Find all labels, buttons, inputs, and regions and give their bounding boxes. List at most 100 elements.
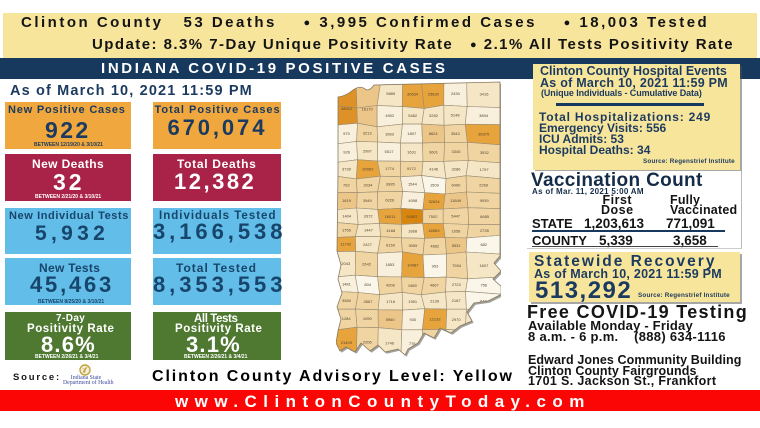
svg-text:5517: 5517 — [385, 149, 395, 154]
svg-text:3345: 3345 — [452, 149, 462, 154]
svg-text:6226: 6226 — [385, 198, 395, 203]
svg-text:1090: 1090 — [363, 316, 373, 321]
svg-text:1989: 1989 — [408, 283, 418, 288]
svg-text:5447: 5447 — [451, 214, 461, 219]
svg-text:2723: 2723 — [452, 282, 462, 287]
svg-text:3543: 3543 — [451, 131, 461, 136]
svg-text:48912: 48912 — [341, 106, 353, 111]
svg-text:4168: 4168 — [386, 228, 396, 233]
svg-text:2139: 2139 — [430, 299, 440, 304]
svg-text:5960: 5960 — [386, 317, 396, 322]
svg-text:2642: 2642 — [362, 262, 372, 267]
svg-text:16011: 16011 — [385, 214, 397, 219]
svg-text:3286: 3286 — [452, 166, 462, 171]
svg-text:1774: 1774 — [385, 166, 395, 171]
svg-text:11742: 11742 — [340, 242, 352, 247]
svg-text:1544: 1544 — [408, 182, 418, 187]
svg-text:2206: 2206 — [363, 340, 373, 345]
svg-text:1404: 1404 — [342, 214, 352, 219]
svg-text:926: 926 — [343, 149, 350, 154]
svg-text:20062: 20062 — [362, 166, 374, 171]
svg-text:11849: 11849 — [450, 198, 462, 203]
svg-text:3949: 3949 — [363, 198, 373, 203]
svg-text:3995: 3995 — [386, 182, 396, 187]
svg-text:16563: 16563 — [428, 228, 440, 233]
svg-text:2867: 2867 — [363, 299, 373, 304]
svg-text:3282: 3282 — [429, 113, 439, 118]
svg-text:1807: 1807 — [407, 131, 417, 136]
svg-text:1868: 1868 — [408, 228, 418, 233]
svg-text:1481: 1481 — [342, 281, 352, 286]
svg-text:776: 776 — [409, 341, 416, 346]
svg-text:643: 643 — [480, 299, 487, 304]
svg-text:970: 970 — [343, 131, 350, 136]
svg-text:2735: 2735 — [480, 228, 490, 233]
svg-text:25630: 25630 — [428, 91, 440, 96]
svg-text:9172: 9172 — [407, 166, 417, 171]
svg-text:1308: 1308 — [480, 341, 490, 346]
svg-text:2997: 2997 — [363, 148, 373, 153]
svg-text:4065: 4065 — [452, 341, 462, 346]
svg-text:3730: 3730 — [342, 167, 352, 172]
svg-text:4098: 4098 — [408, 198, 418, 203]
svg-text:5531: 5531 — [452, 243, 462, 248]
svg-text:1083: 1083 — [385, 131, 395, 136]
svg-text:4662: 4662 — [430, 244, 440, 249]
svg-text:7554: 7554 — [452, 263, 462, 268]
svg-text:1853: 1853 — [385, 262, 395, 267]
svg-text:16170: 16170 — [362, 106, 374, 111]
svg-text:1509: 1509 — [430, 183, 440, 188]
svg-text:756: 756 — [480, 283, 487, 288]
svg-text:9939: 9939 — [480, 198, 490, 203]
svg-text:5482: 5482 — [408, 113, 418, 118]
svg-text:4146: 4146 — [429, 167, 439, 172]
svg-text:804: 804 — [364, 282, 371, 287]
svg-text:1607: 1607 — [479, 263, 489, 268]
svg-text:1447: 1447 — [364, 228, 374, 233]
svg-text:6490: 6490 — [451, 183, 461, 188]
svg-text:9885: 9885 — [386, 91, 396, 96]
svg-text:1756: 1756 — [342, 228, 352, 233]
svg-text:2427: 2427 — [363, 242, 373, 247]
svg-text:1951: 1951 — [408, 299, 418, 304]
svg-text:3372: 3372 — [364, 214, 374, 219]
svg-text:762: 762 — [343, 182, 350, 187]
svg-text:682: 682 — [480, 242, 487, 247]
svg-text:3059: 3059 — [408, 243, 418, 248]
svg-text:4208: 4208 — [386, 283, 396, 288]
svg-text:1619: 1619 — [342, 198, 352, 203]
svg-text:32624: 32624 — [428, 199, 440, 204]
svg-text:91657: 91657 — [407, 214, 419, 219]
svg-text:2430: 2430 — [451, 91, 461, 96]
svg-text:1658: 1658 — [451, 228, 461, 233]
svg-text:3532: 3532 — [480, 150, 490, 155]
svg-text:7280: 7280 — [430, 341, 440, 346]
svg-text:3213: 3213 — [363, 131, 373, 136]
svg-text:2970: 2970 — [452, 317, 462, 322]
svg-text:8624: 8624 — [429, 131, 439, 136]
svg-text:2269: 2269 — [479, 182, 489, 187]
svg-text:36375: 36375 — [478, 131, 490, 136]
svg-text:2034: 2034 — [363, 182, 373, 187]
svg-text:1797: 1797 — [480, 167, 490, 172]
svg-text:3601: 3601 — [429, 150, 439, 155]
svg-text:3894: 3894 — [479, 113, 489, 118]
svg-text:1716: 1716 — [386, 299, 396, 304]
svg-text:4902: 4902 — [385, 113, 395, 118]
svg-text:6685: 6685 — [480, 214, 490, 219]
svg-text:7502: 7502 — [429, 214, 439, 219]
svg-text:2531: 2531 — [479, 317, 489, 322]
svg-text:6160: 6160 — [386, 242, 396, 247]
svg-text:1284: 1284 — [342, 316, 352, 321]
svg-text:21409: 21409 — [341, 340, 353, 345]
svg-text:10487: 10487 — [407, 263, 419, 268]
svg-text:953: 953 — [432, 263, 439, 268]
svg-text:2043: 2043 — [341, 261, 351, 266]
svg-text:1746: 1746 — [385, 340, 395, 345]
svg-text:3416: 3416 — [480, 91, 490, 96]
svg-text:1631: 1631 — [407, 150, 417, 155]
svg-text:3580: 3580 — [342, 298, 352, 303]
svg-text:5148: 5148 — [451, 113, 461, 118]
svg-text:930: 930 — [410, 317, 417, 322]
svg-text:2187: 2187 — [452, 298, 462, 303]
